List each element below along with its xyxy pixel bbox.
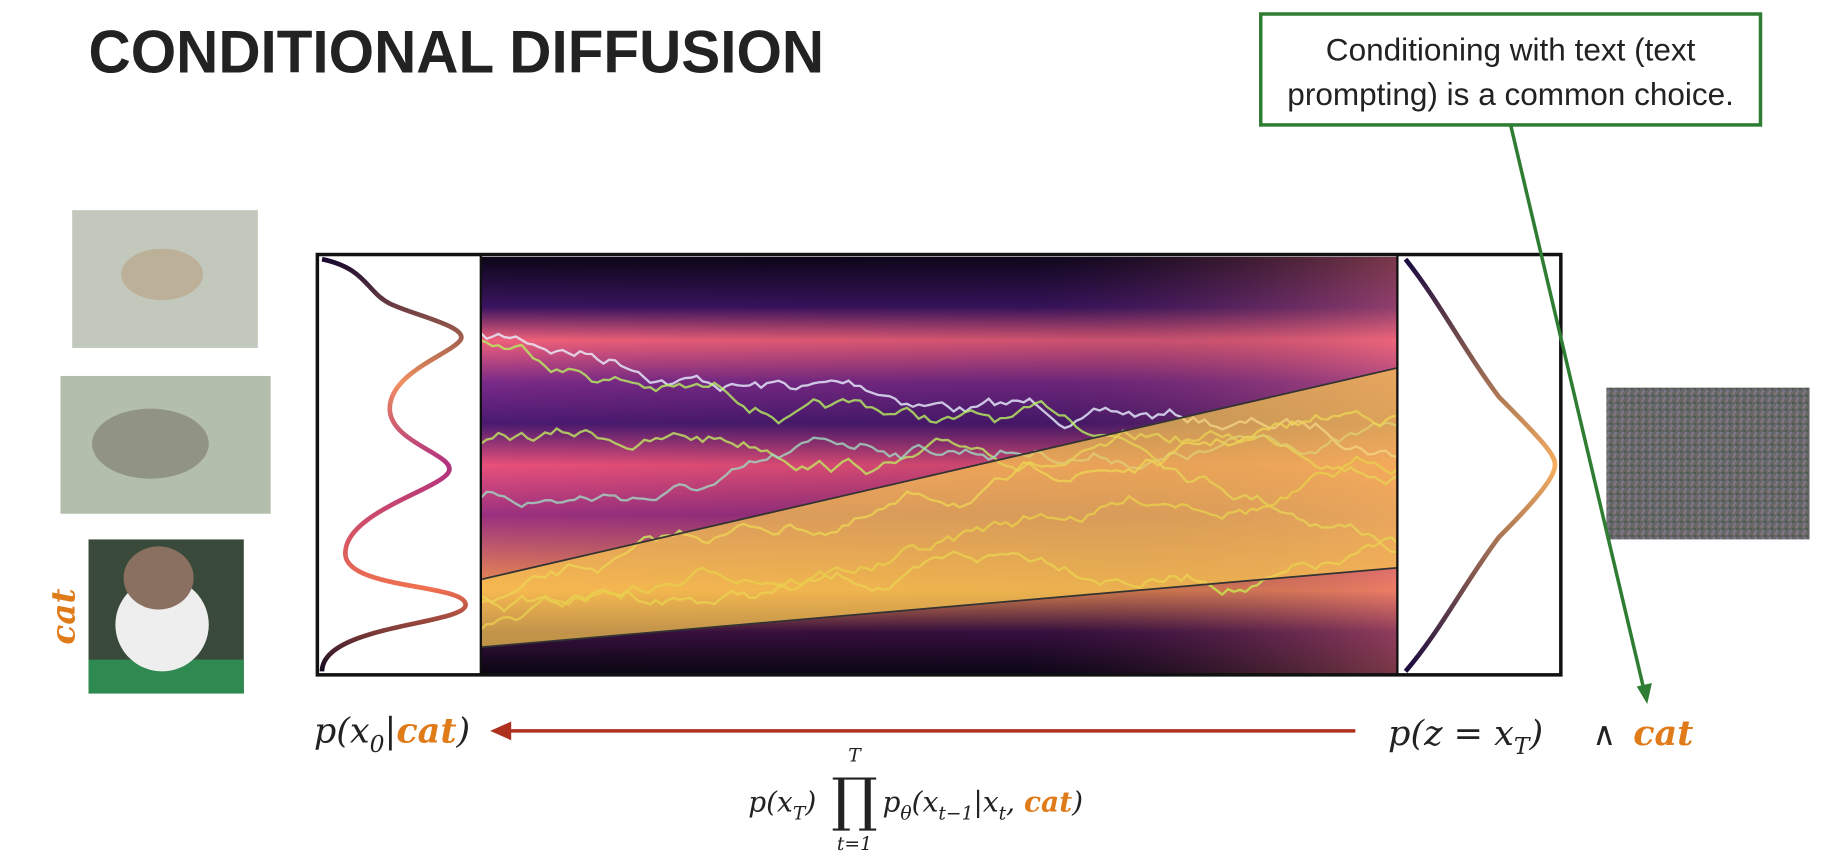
cat-head	[123, 546, 194, 610]
formula-part: )	[456, 711, 471, 752]
product-symbol: ∏	[831, 766, 877, 834]
formula-part: )	[804, 785, 816, 818]
formula-cat: cat	[396, 711, 456, 752]
formula-part: p	[882, 785, 900, 818]
noise-density-curve	[1403, 257, 1558, 673]
formula-part: p(x	[748, 785, 793, 818]
right-panel	[1397, 254, 1561, 675]
data-density-curve	[319, 256, 468, 672]
formula-part: p(z = x	[1388, 713, 1514, 754]
formula-sub: T	[1514, 732, 1531, 760]
right-formula: p(z = xT)	[1388, 713, 1543, 760]
callout-box	[1259, 12, 1763, 127]
formula-part: )	[1528, 713, 1543, 754]
product-formula: p(xT)	[748, 785, 816, 824]
side-label: cat	[44, 588, 83, 644]
formula-part: )	[1071, 785, 1083, 818]
reverse-arrowhead	[490, 721, 512, 741]
formula-sub: t−1	[938, 804, 973, 825]
formula-sub: 0	[370, 730, 385, 758]
left-formula: p(x0|cat)	[314, 711, 470, 758]
formula-part: |	[385, 711, 397, 752]
formula-part: ,	[1006, 785, 1024, 818]
dog-shape	[121, 248, 203, 301]
diffusion-frame	[315, 252, 1563, 677]
slide-title: CONDITIONAL DIFFUSION	[89, 17, 825, 85]
product-lower: t=1	[837, 834, 872, 855]
formula-part: (x	[912, 785, 939, 818]
callout-arrowhead	[1636, 683, 1652, 705]
product-formula: pθ(xt−1|xt, cat)	[882, 785, 1083, 824]
and-symbol: ∧	[1592, 715, 1616, 752]
product-upper: T	[848, 745, 862, 766]
formula-sub: T	[793, 804, 807, 825]
callout-line: Conditioning with text (text	[1326, 32, 1696, 68]
formula-part: p(x	[314, 711, 370, 752]
formula-sub: t	[999, 804, 1007, 825]
callout-pointer	[1508, 124, 1646, 690]
left-panel	[317, 254, 481, 675]
formula-part: |x	[973, 785, 998, 818]
right-cat: cat	[1633, 713, 1693, 754]
formula-sub: θ	[900, 804, 911, 825]
callout-line: prompting) is a common choice.	[1287, 76, 1734, 112]
turtle-shape	[92, 408, 209, 479]
noise-image	[1606, 387, 1810, 540]
formula-cat: cat	[1024, 785, 1072, 818]
